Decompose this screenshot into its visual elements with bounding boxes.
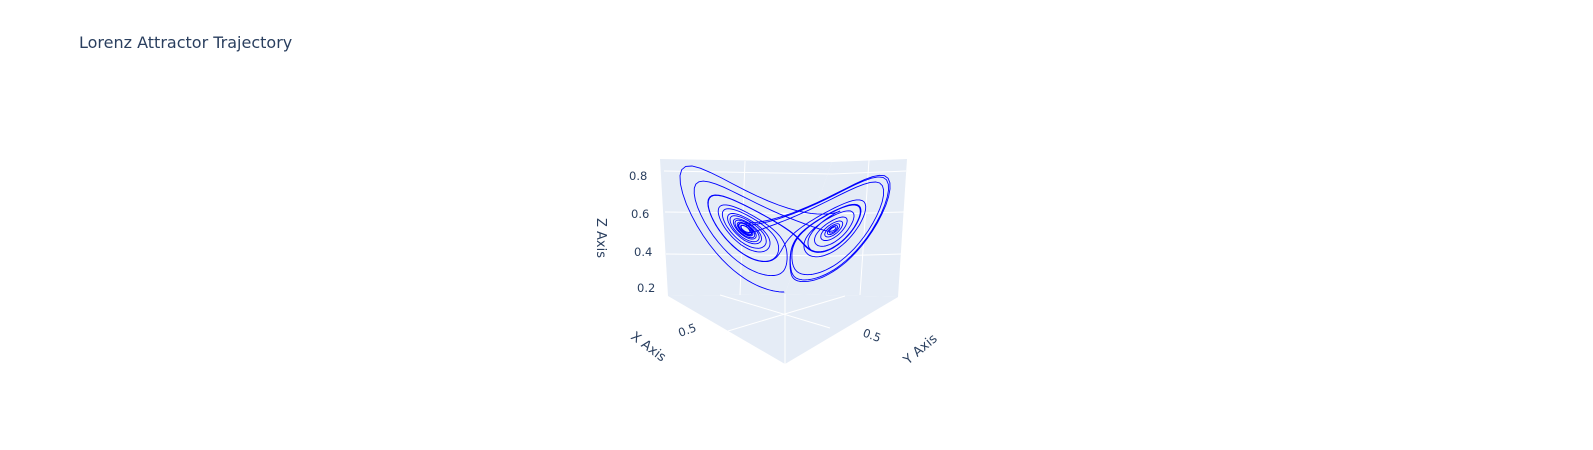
y-axis-title: Y Axis [900,331,940,368]
xy-floor [668,294,898,364]
x-tick-0: 0.5 [676,320,698,339]
x-axis-title: X Axis [628,329,669,365]
z-tick-1: 0.4 [634,245,652,259]
z-tick-3: 0.8 [629,169,647,183]
y-tick-0: 0.5 [861,326,883,345]
z-tick-2: 0.6 [631,207,649,221]
z-tick-0: 0.2 [637,281,655,295]
z-axis-title: Z Axis [593,218,608,258]
z-tick-labels: 0.2 0.4 0.6 0.8 [629,169,655,295]
